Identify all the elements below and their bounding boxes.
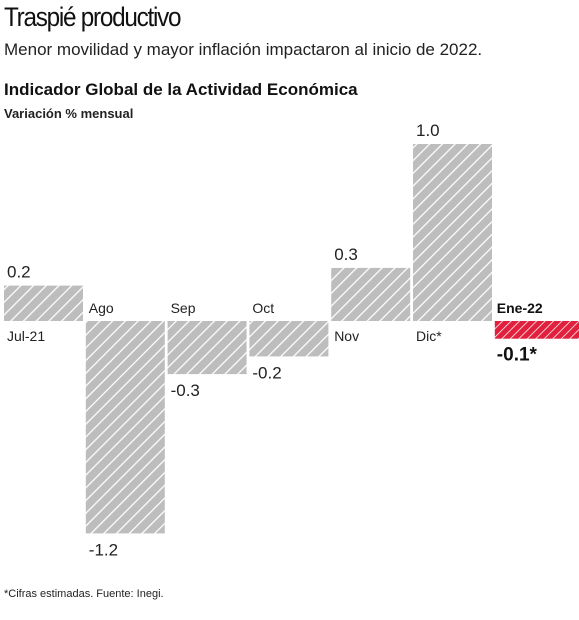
bar-ago	[85, 321, 165, 534]
category-label: Ene-22	[497, 300, 543, 316]
bar-oct	[249, 321, 329, 357]
category-label: Sep	[171, 300, 196, 316]
chart-subtitle: Variación % mensual	[4, 106, 134, 121]
value-label: -0.1*	[497, 345, 538, 366]
value-label: 1.0	[416, 121, 440, 140]
category-label: Ago	[89, 300, 114, 316]
bar-sep	[167, 321, 247, 375]
category-label: Jul-21	[7, 328, 45, 344]
category-label: Dic*	[416, 328, 442, 344]
footnote: *Cifras estimadas. Fuente: Inegi.	[4, 588, 164, 600]
value-label: -1.2	[89, 540, 118, 559]
value-label: -0.2	[252, 363, 281, 382]
bar-chart: 0.2 Jul-21 -1.2 Ago -0.3 Sep -0.2 Oct 0.3 Nov 1.0 D…	[4, 121, 579, 559]
value-label: 0.3	[334, 245, 358, 264]
bar-dic	[413, 144, 492, 321]
category-label: Oct	[252, 300, 274, 316]
labels-layer: 0.2 Jul-21 -1.2 Ago -0.3 Sep -0.2 Oct 0.3 Nov 1.0 D…	[7, 121, 543, 559]
category-label: Nov	[334, 328, 359, 344]
bar-ene22	[494, 321, 579, 339]
bar-nov	[331, 267, 411, 321]
value-label: 0.2	[7, 263, 31, 282]
bar-jul21	[4, 285, 83, 321]
chart-title: Indicador Global de la Actividad Económi…	[4, 80, 358, 99]
headline-subtitle: Menor movilidad y mayor inflación impact…	[4, 40, 483, 59]
headline: Traspié productivo	[4, 2, 182, 32]
value-label: -0.3	[171, 381, 200, 400]
bars-layer	[4, 144, 579, 534]
